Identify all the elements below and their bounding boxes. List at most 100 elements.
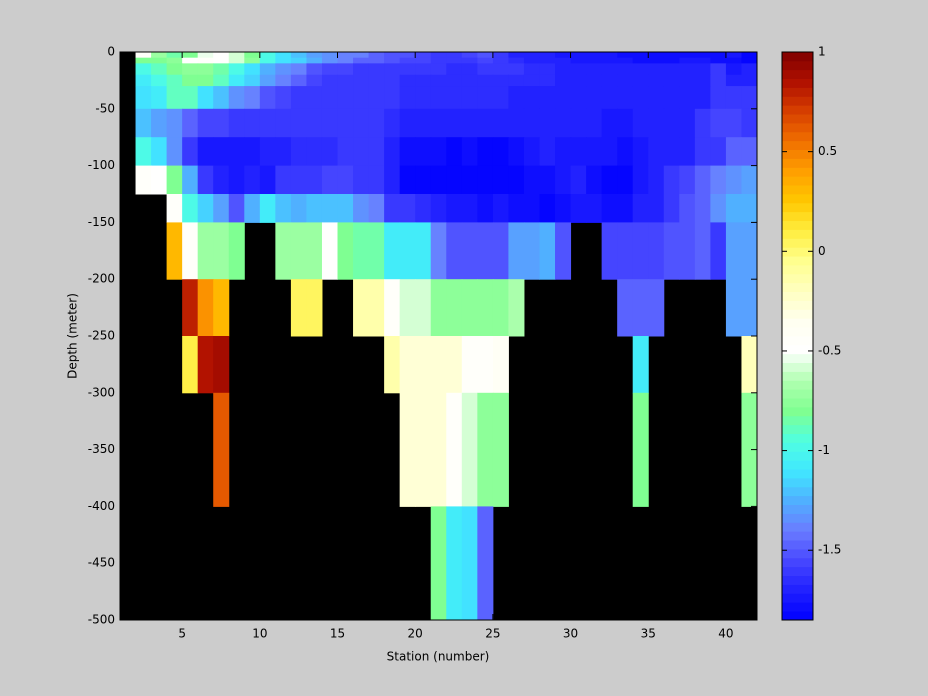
y-tick-label: -400 [88,499,115,513]
x-tick-label: 30 [563,627,578,641]
heatmap-cell [353,57,370,64]
heatmap-cell [415,57,432,64]
heatmap-cell [446,506,463,621]
heatmap-cell [399,279,416,337]
heatmap-cell [601,194,618,223]
heatmap-cell [725,137,742,167]
heatmap-cell [555,165,572,195]
heatmap-cell [182,222,199,280]
heatmap-cell [197,137,214,167]
heatmap-cell [384,57,401,64]
heatmap-cell [244,57,261,64]
heatmap-cell [399,74,416,87]
heatmap-cell [399,392,416,507]
heatmap-cell [430,86,447,110]
heatmap-cell [632,165,649,195]
heatmap-cell [523,52,540,59]
heatmap-cell [632,52,649,59]
heatmap-cell [182,86,199,110]
colorbar-band [782,238,813,248]
heatmap-cell [430,74,447,87]
heatmap-cell [461,222,478,280]
colorbar-band [782,344,813,355]
heatmap-cell [151,57,168,64]
heatmap-cell [213,108,230,138]
heatmap-cell [461,194,478,223]
heatmap-cell [430,392,447,507]
heatmap-cell [446,165,463,195]
heatmap-cell [663,165,680,195]
heatmap-cell [244,52,261,59]
colorbar-band [782,309,813,319]
heatmap-cell [244,63,261,76]
heatmap-cell [337,74,354,87]
heatmap-cell [415,74,432,87]
heatmap-cell [679,108,696,138]
heatmap-cell [337,86,354,110]
heatmap-cell [694,57,711,64]
heatmap-cell [399,63,416,76]
heatmap-cell [430,506,447,621]
heatmap-cell [368,222,385,280]
heatmap-cell [430,279,447,337]
heatmap-cell [353,86,370,110]
heatmap-cell [477,86,494,110]
heatmap-cell [632,392,649,507]
heatmap-cell [648,57,665,64]
heatmap-cell [182,74,199,87]
heatmap-cell [694,108,711,138]
x-axis-label: Station (number) [387,650,490,664]
colorbar-band [782,549,813,559]
colorbar-band [782,282,813,293]
colorbar-box [781,51,814,621]
colorbar-band [782,504,813,514]
heatmap-cell [508,194,525,223]
colorbar-band [782,531,813,541]
heatmap-cell [632,194,649,223]
heatmap-cell [290,194,307,223]
heatmap-cell [741,74,758,87]
y-tick-label: -100 [88,158,115,172]
heatmap-cell [586,165,603,195]
colorbar-band [782,220,813,230]
heatmap-cell [368,108,385,138]
heatmap-cell [477,137,494,167]
colorbar-band [782,433,813,443]
heatmap-cell [290,74,307,87]
heatmap-cell [741,279,758,337]
heatmap-cell [461,86,478,110]
heatmap-cell [415,279,432,337]
heatmap-cell [492,194,509,223]
heatmap-cell [384,222,401,280]
heatmap-cell [694,137,711,167]
heatmap-cell [617,74,634,87]
heatmap-cell [461,165,478,195]
y-tick-label: 0 [107,45,115,59]
heatmap-cell [213,52,230,59]
heatmap-cell [446,63,463,76]
colorbar-band [782,131,813,142]
colorbar-band [782,575,813,585]
heatmap-cell [539,57,556,64]
colorbar-band [782,371,813,381]
colorbar-band [782,140,813,151]
colorbar-band [782,557,813,568]
heatmap-cell [694,63,711,76]
colorbar-band [782,291,813,301]
heatmap-cell [135,74,152,87]
heatmap-cell [741,57,758,64]
heatmap-cell [259,63,276,76]
heatmap-cell [275,165,292,195]
heatmap-cell [415,86,432,110]
heatmap-cell [446,57,463,64]
heatmap-cell [337,52,354,59]
heatmap-cell [725,74,742,87]
heatmap-cell [648,86,665,110]
heatmap-cell [353,222,370,280]
heatmap-cell [679,63,696,76]
heatmap-cell [430,57,447,64]
colorbar-band [782,540,813,550]
heatmap-cell [523,222,540,280]
heatmap-cell [166,222,183,280]
heatmap-cell [384,137,401,167]
